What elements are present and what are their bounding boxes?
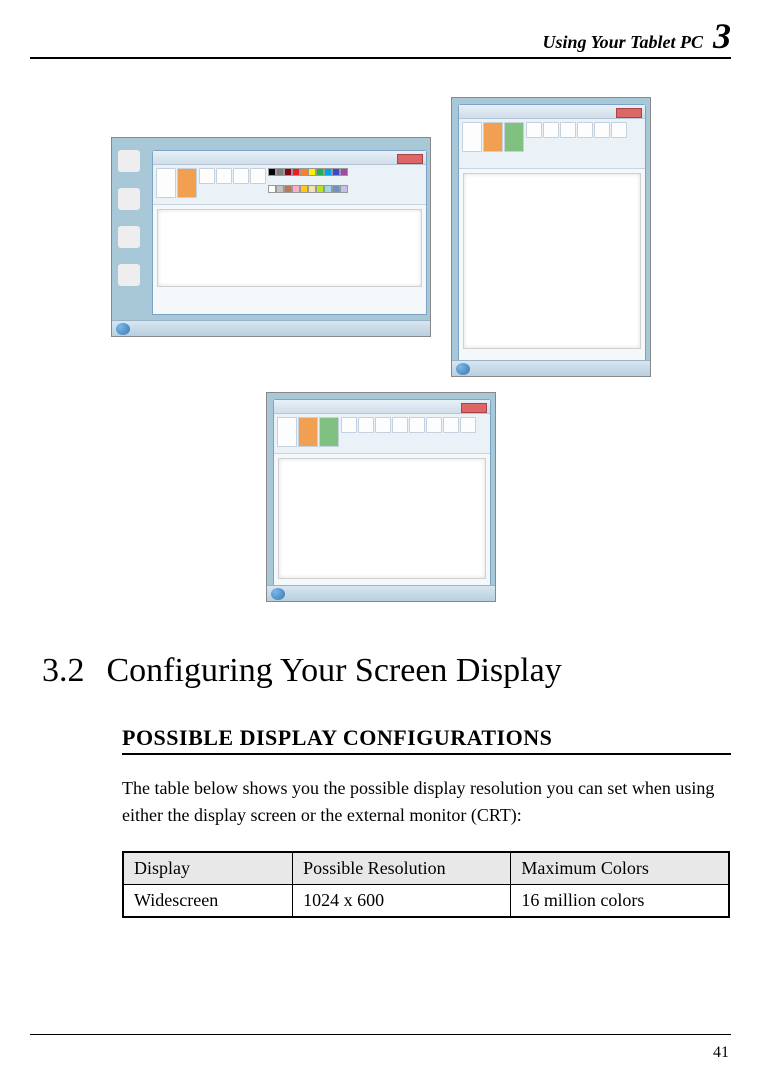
- color-swatch: [324, 168, 332, 176]
- color-swatch: [292, 185, 300, 193]
- window-titlebar: [459, 105, 645, 119]
- color-swatch: [276, 168, 284, 176]
- tool-button: [611, 122, 627, 138]
- section-title: Configuring Your Screen Display: [107, 652, 562, 689]
- taskbar: [112, 320, 430, 336]
- tool-button: [233, 168, 249, 184]
- tool-button: [277, 417, 297, 447]
- window-titlebar: [274, 400, 490, 414]
- color-swatch: [276, 185, 284, 193]
- screenshot-square: [266, 392, 496, 602]
- page-number: 41: [713, 1044, 729, 1062]
- ribbon-toolbar: [153, 165, 426, 205]
- running-head-title: Using Your Tablet PC: [542, 32, 703, 53]
- desktop-icon: [118, 226, 140, 248]
- ribbon-toolbar: [459, 119, 645, 169]
- tool-button: [577, 122, 593, 138]
- color-swatch: [340, 168, 348, 176]
- tool-button: [560, 122, 576, 138]
- desktop-icons: [118, 150, 146, 286]
- color-swatch: [300, 185, 308, 193]
- color-swatch: [332, 185, 340, 193]
- color-swatch: [324, 185, 332, 193]
- color-swatch: [268, 168, 276, 176]
- tool-button: [526, 122, 542, 138]
- chapter-number: 3: [713, 18, 731, 54]
- canvas: [157, 209, 422, 287]
- subsection-heading: POSSIBLE DISPLAY CONFIGURATIONS: [122, 725, 731, 755]
- table-header: Possible Resolution: [293, 852, 511, 885]
- table-cell: Widescreen: [123, 885, 293, 918]
- color-swatch: [284, 168, 292, 176]
- table-header: Maximum Colors: [511, 852, 729, 885]
- canvas: [463, 173, 641, 349]
- tool-button: [177, 168, 197, 198]
- window-titlebar: [153, 151, 426, 165]
- tool-button: [199, 168, 215, 184]
- tool-button: [319, 417, 339, 447]
- desktop-icon: [118, 150, 140, 172]
- tool-button: [409, 417, 425, 433]
- paint-window: [152, 150, 427, 315]
- color-swatch: [316, 185, 324, 193]
- paint-window: [273, 399, 491, 597]
- tool-button: [543, 122, 559, 138]
- table-row: Widescreen 1024 x 600 16 million colors: [123, 885, 729, 918]
- footer-rule: [30, 1034, 731, 1035]
- table-cell: 1024 x 600: [293, 885, 511, 918]
- tool-button: [460, 417, 476, 433]
- screenshot-portrait: [451, 97, 651, 377]
- color-swatch: [332, 168, 340, 176]
- color-palette: [268, 168, 348, 201]
- tool-button: [504, 122, 524, 152]
- tool-button: [426, 417, 442, 433]
- screenshot-landscape: [111, 137, 431, 337]
- tool-button: [462, 122, 482, 152]
- table-cell: 16 million colors: [511, 885, 729, 918]
- taskbar: [267, 585, 495, 601]
- screenshot-row-bottom: [30, 392, 731, 602]
- paint-window: [458, 104, 646, 372]
- color-swatch: [284, 185, 292, 193]
- section-number: 3.2: [42, 652, 85, 689]
- color-swatch: [292, 168, 300, 176]
- desktop-icon: [118, 188, 140, 210]
- tool-button: [375, 417, 391, 433]
- page-header: Using Your Tablet PC 3: [30, 18, 731, 59]
- tool-button: [341, 417, 357, 433]
- ribbon-toolbar: [274, 414, 490, 454]
- tool-button: [392, 417, 408, 433]
- tool-button: [250, 168, 266, 184]
- color-swatch: [268, 185, 276, 193]
- desktop-icon: [118, 264, 140, 286]
- screenshot-row-top: [30, 97, 731, 377]
- tool-button: [443, 417, 459, 433]
- tool-button: [216, 168, 232, 184]
- color-swatch: [316, 168, 324, 176]
- color-swatch: [308, 168, 316, 176]
- color-swatch: [308, 185, 316, 193]
- tool-button: [483, 122, 503, 152]
- body-paragraph: The table below shows you the possible d…: [122, 775, 731, 829]
- tool-button: [156, 168, 176, 198]
- color-swatch: [340, 185, 348, 193]
- taskbar: [452, 360, 650, 376]
- table-header: Display: [123, 852, 293, 885]
- section-heading: 3.2 Configuring Your Screen Display: [42, 652, 731, 690]
- tool-button: [594, 122, 610, 138]
- canvas: [278, 458, 486, 579]
- tool-button: [358, 417, 374, 433]
- resolution-table: Display Possible Resolution Maximum Colo…: [122, 851, 730, 918]
- tool-button: [298, 417, 318, 447]
- table-header-row: Display Possible Resolution Maximum Colo…: [123, 852, 729, 885]
- color-swatch: [300, 168, 308, 176]
